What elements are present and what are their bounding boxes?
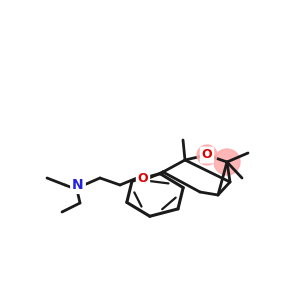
Text: O: O [138,172,148,184]
Text: O: O [202,148,212,161]
Text: N: N [72,178,84,192]
Circle shape [214,149,240,175]
Circle shape [197,145,217,165]
